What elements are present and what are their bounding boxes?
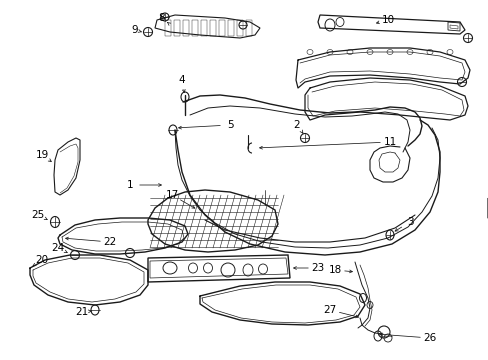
Text: 11: 11	[383, 137, 396, 147]
Text: 19: 19	[35, 150, 48, 160]
Text: 27: 27	[323, 305, 336, 315]
Text: 21: 21	[75, 307, 88, 317]
Text: 8: 8	[159, 13, 165, 23]
Text: 9: 9	[131, 25, 138, 35]
Text: 1: 1	[126, 180, 133, 190]
Text: 23: 23	[311, 263, 324, 273]
Text: 25: 25	[31, 210, 44, 220]
Text: 18: 18	[328, 265, 341, 275]
Text: 17: 17	[165, 190, 178, 200]
Text: 26: 26	[423, 333, 436, 343]
Text: 3: 3	[406, 217, 412, 227]
Text: 20: 20	[35, 255, 48, 265]
Text: 22: 22	[103, 237, 116, 247]
Text: 5: 5	[226, 120, 233, 130]
Text: 10: 10	[381, 15, 394, 25]
Text: 24: 24	[51, 243, 64, 253]
Text: 4: 4	[178, 75, 185, 85]
Text: 2: 2	[293, 120, 300, 130]
